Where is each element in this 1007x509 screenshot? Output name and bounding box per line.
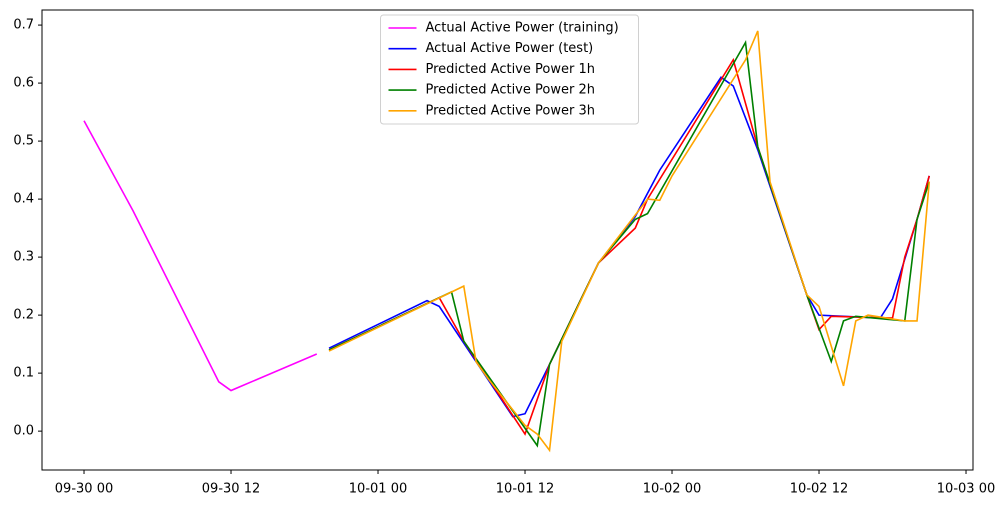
y-tick-label: 0.7 xyxy=(13,18,34,33)
x-tick-label: 10-03 00 xyxy=(937,482,995,497)
x-tick-label: 09-30 12 xyxy=(202,482,260,497)
x-tick-label: 10-02 12 xyxy=(790,482,848,497)
x-tick-label: 10-02 00 xyxy=(643,482,701,497)
legend-label: Actual Active Power (test) xyxy=(426,41,594,56)
y-tick-label: 0.5 xyxy=(13,134,34,149)
x-tick-label: 09-30 00 xyxy=(55,482,113,497)
y-tick-label: 0.3 xyxy=(13,250,34,265)
y-tick-label: 0.1 xyxy=(13,366,34,381)
x-tick-label: 10-01 00 xyxy=(349,482,407,497)
legend-label: Predicted Active Power 3h xyxy=(426,103,595,118)
legend-label: Predicted Active Power 1h xyxy=(426,62,595,77)
series-line xyxy=(328,57,931,436)
x-tick-label: 10-01 12 xyxy=(496,482,554,497)
plot-frame xyxy=(41,9,974,471)
y-tick-label: 0.0 xyxy=(13,424,34,439)
y-tick-label: 0.4 xyxy=(13,192,34,207)
legend-label: Actual Active Power (training) xyxy=(426,21,619,36)
legend-box xyxy=(380,14,639,125)
series-line xyxy=(83,120,318,392)
series-line xyxy=(328,30,931,453)
legend-label: Predicted Active Power 2h xyxy=(426,83,595,98)
series-line xyxy=(328,76,931,418)
y-tick-label: 0.2 xyxy=(13,308,34,323)
y-tick-label: 0.6 xyxy=(13,76,34,91)
